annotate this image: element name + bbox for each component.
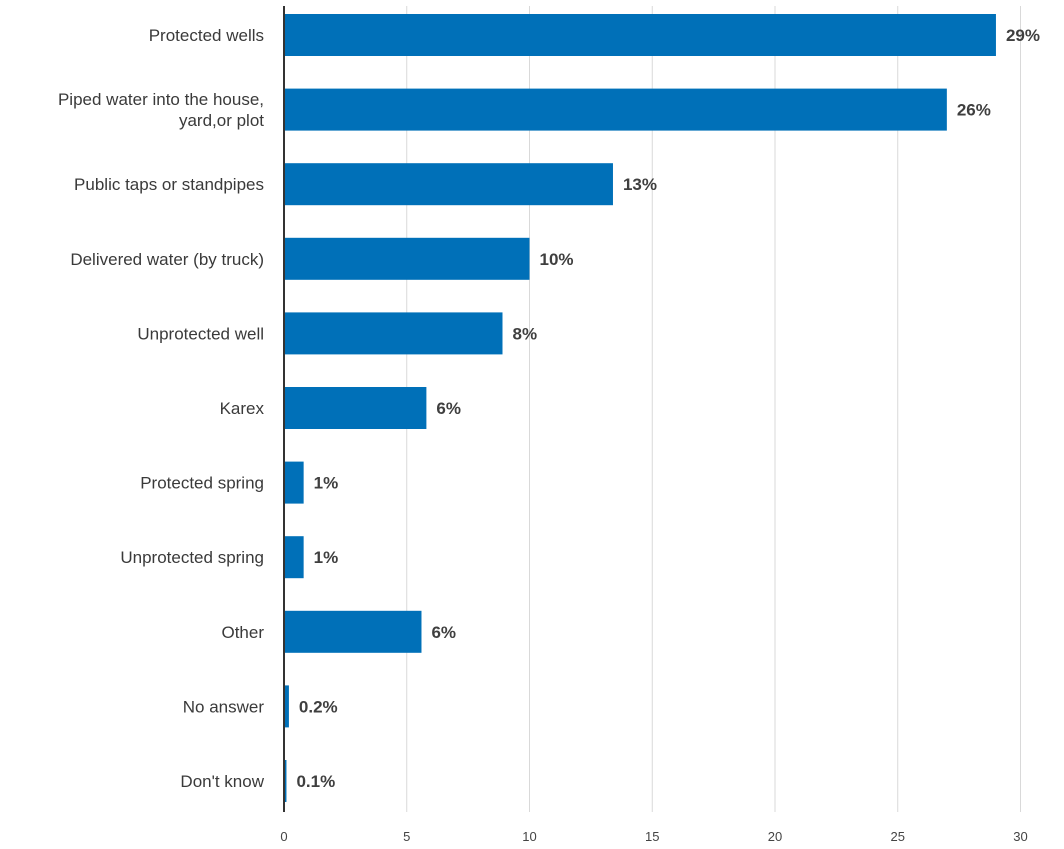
value-label: 1% <box>314 548 339 567</box>
value-label: 13% <box>623 175 657 194</box>
x-tick-label: 0 <box>280 829 287 844</box>
gridlines <box>406 6 1021 812</box>
category-label: Don't know <box>180 772 264 791</box>
bars <box>284 14 996 802</box>
value-label: 0.1% <box>296 772 335 791</box>
bar <box>284 387 427 429</box>
bar <box>284 163 613 206</box>
value-label: 6% <box>431 623 456 642</box>
category-label: Karex <box>220 399 265 418</box>
category-label: Delivered water (by truck) <box>70 250 264 269</box>
bar <box>284 536 304 579</box>
bar <box>284 610 422 653</box>
value-label: 10% <box>540 250 574 269</box>
bar <box>284 14 996 56</box>
x-tick-label: 20 <box>768 829 782 844</box>
category-label: Unprotected spring <box>120 548 264 567</box>
category-label: Protected spring <box>140 474 264 493</box>
category-label: Protected wells <box>149 26 264 45</box>
x-tick-label: 15 <box>645 829 659 844</box>
value-label: 6% <box>436 399 461 418</box>
value-label: 0.2% <box>299 697 338 716</box>
bar <box>284 312 503 355</box>
bar <box>284 760 287 802</box>
x-tick-label: 10 <box>522 829 536 844</box>
value-label: 8% <box>512 324 537 343</box>
category-label: No answer <box>183 697 265 716</box>
bar <box>284 88 947 131</box>
value-label: 29% <box>1006 26 1040 45</box>
value-label: 26% <box>957 101 991 120</box>
value-label: 1% <box>314 474 339 493</box>
category-label: Piped water into the house, yard,or plot <box>58 90 264 130</box>
x-tick-label: 25 <box>891 829 905 844</box>
bar <box>284 237 530 280</box>
labels: 0 5 10 15 20 25 30 Protected wells 29% Piped wate… <box>58 26 1040 844</box>
x-tick-label: 5 <box>403 829 410 844</box>
x-tick-label: 30 <box>1013 829 1027 844</box>
bar <box>284 461 304 504</box>
category-label: Other <box>221 623 264 642</box>
bar <box>284 685 289 728</box>
category-label: Public taps or standpipes <box>74 175 264 194</box>
category-label: Unprotected well <box>137 324 264 343</box>
